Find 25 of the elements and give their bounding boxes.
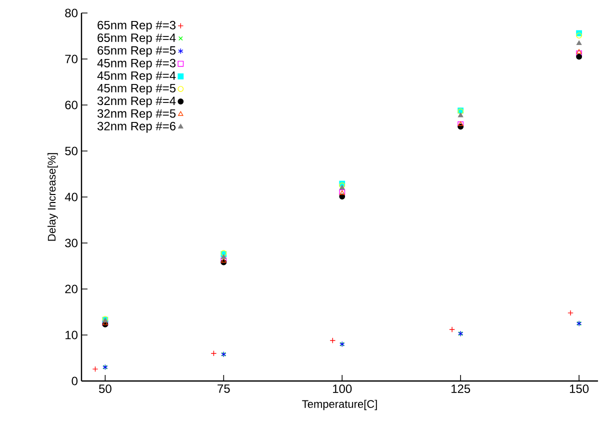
legend-label: 32nm Rep #=5 [97,109,176,120]
x-tick-label: 75 [218,384,230,393]
legend-label: 32nm Rep #=6 [97,122,176,133]
y-tick-label: 70 [65,54,78,64]
legend-label: 45nm Rep #=3 [97,58,176,70]
x-tick-label: 125 [452,384,470,394]
x-tick-label: 50 [99,384,112,394]
y-tick-label: 20 [65,284,78,294]
y-axis-title: Delay Increase[%] [48,153,58,241]
y-tick-label: 60 [65,100,78,110]
x-tick-label: 100 [333,384,352,394]
legend-label: 65nm Rep #=5 [98,46,176,58]
legend-label: 45nm Rep #=5 [97,84,176,95]
y-tick-label: 30 [65,238,78,248]
legend-label: 32nm Rep #=4 [97,96,176,108]
y-tick-label: 80 [65,8,78,18]
legend-label: 45nm Rep #=4 [97,72,176,82]
x-tick-label: 150 [570,384,589,394]
y-tick-label: 50 [65,146,78,156]
y-tick-label: 0 [72,376,78,386]
x-axis-title: Temperature[C] [302,400,377,410]
legend-label: 65nm Rep #=4 [98,34,176,44]
legend-label: 65nm Rep #=3 [98,20,176,32]
y-tick-label: 40 [64,192,78,202]
y-tick-label: 10 [66,330,78,340]
